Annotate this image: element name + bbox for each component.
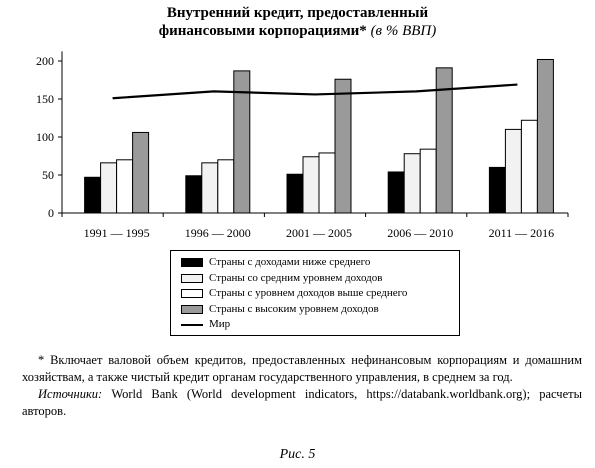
chart-title: Внутренний кредит, предоставленный финан…: [0, 4, 595, 40]
y-tick-label: 0: [48, 206, 54, 220]
chart-title-line-2: финансовыми корпорациями* (в % ВВП): [0, 22, 595, 40]
legend-label: Страны со средним уровнем доходов: [209, 271, 383, 284]
sources-label: Источники:: [38, 387, 103, 401]
bar: [334, 78, 352, 214]
x-tick-label: 2011 — 2016: [489, 226, 555, 240]
legend-item: Мир: [181, 317, 459, 333]
sources-text: World Bank (World development indicators…: [22, 387, 582, 418]
bar: [504, 128, 522, 214]
sources-note: Источники: World Bank (World development…: [22, 386, 582, 420]
legend-label: Страны с высоким уровнем доходов: [209, 302, 379, 315]
legend-swatch: [181, 273, 203, 283]
legend-label: Страны с уровнем доходов выше среднего: [209, 287, 408, 299]
bar: [100, 162, 118, 214]
bar: [488, 166, 506, 214]
legend-swatch: [181, 258, 203, 268]
footnote-text: * Включает валовой объем кредитов, предо…: [22, 353, 582, 384]
legend-swatch: [181, 289, 203, 299]
footnote: * Включает валовой объем кредитов, предо…: [22, 352, 582, 420]
bar: [536, 58, 554, 214]
legend-item: Страны с высоким уровнем доходов: [181, 302, 459, 318]
bar: [302, 156, 320, 214]
bar: [286, 173, 304, 214]
bar: [520, 119, 538, 214]
chart-legend: Страны с доходами ниже среднего Страны со…: [170, 250, 460, 336]
bar: [84, 176, 102, 214]
x-tick-label: 1996 — 2000: [185, 226, 251, 240]
chart-title-line-2-text: финансовыми корпорациями*: [158, 23, 367, 39]
world-line: [112, 83, 518, 100]
legend-line-swatch: [181, 323, 203, 326]
x-tick-label: 2001 — 2005: [286, 226, 352, 240]
bar: [116, 159, 134, 214]
bar: [233, 70, 251, 214]
x-tick-label: 1991 — 1995: [84, 226, 150, 240]
bar: [318, 152, 336, 214]
y-tick-label: 150: [36, 92, 54, 106]
y-tick-label: 50: [42, 168, 54, 182]
bar: [387, 171, 405, 214]
bar-chart: 0 50 100 150 200 1991 — 1995 1996 — 2000 2001 —…: [36, 51, 569, 240]
legend-swatch: [181, 304, 203, 314]
bar: [185, 175, 203, 214]
figure-caption: Рис. 5: [279, 447, 316, 462]
x-tick-label: 2006 — 2010: [387, 226, 453, 240]
legend-label: Страны с доходами ниже среднего: [209, 256, 371, 268]
legend-item: Страны со средним уровнем доходов: [181, 271, 459, 287]
chart-title-unit: (в % ВВП): [370, 23, 437, 39]
bar: [201, 162, 219, 214]
legend-label: Мир: [209, 318, 231, 330]
bar: [132, 131, 150, 214]
legend-item: Страны с доходами ниже среднего: [181, 255, 459, 271]
chart-title-line-1: Внутренний кредит, предоставленный: [166, 5, 429, 21]
bar: [403, 153, 421, 214]
bar: [419, 148, 437, 214]
y-tick-label: 100: [36, 130, 54, 144]
legend-item: Страны с уровнем доходов выше среднего: [181, 286, 459, 302]
y-tick-label: 200: [36, 54, 54, 68]
bar: [435, 67, 453, 214]
bar: [217, 159, 235, 214]
